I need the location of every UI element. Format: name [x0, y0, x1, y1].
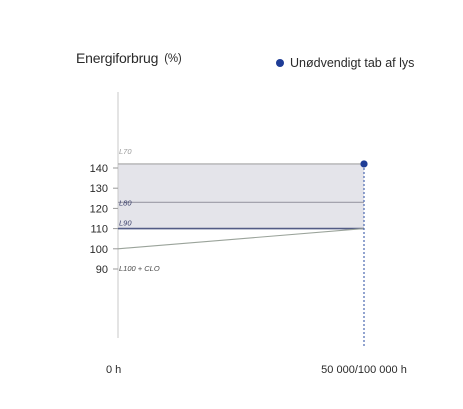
series-label-l100-clo: L100 + CLO — [119, 264, 160, 273]
series-label-l80: L80 — [119, 198, 132, 207]
legend-marker — [276, 59, 284, 67]
shaded-band — [118, 163, 364, 229]
y-axis-unit: (%) — [164, 53, 182, 65]
y-tick-label-110: 110 — [90, 224, 108, 236]
y-tick-label-140: 140 — [90, 163, 108, 175]
y-tick-label-130: 130 — [90, 183, 108, 195]
y-tick-label-120: 120 — [90, 203, 108, 215]
y-tick-label-100: 100 — [90, 244, 108, 256]
x-tick-label-0: 0 h — [106, 364, 121, 376]
legend-label: Unødvendigt tab af lys — [290, 56, 415, 70]
marker-point — [360, 160, 368, 168]
legend: Unødvendigt tab af lys — [276, 56, 414, 70]
y-axis-title: Energiforbrug (%) — [76, 50, 182, 66]
series-line-l100-clo — [117, 228, 365, 250]
x-tick-label-1: 50 000/100 000 h — [321, 364, 407, 376]
y-axis-label: Energiforbrug — [76, 50, 159, 66]
series-label-l70: L70 — [119, 147, 132, 156]
series-label-l90: L90 — [119, 219, 132, 228]
y-tick-label-90: 90 — [96, 264, 108, 276]
